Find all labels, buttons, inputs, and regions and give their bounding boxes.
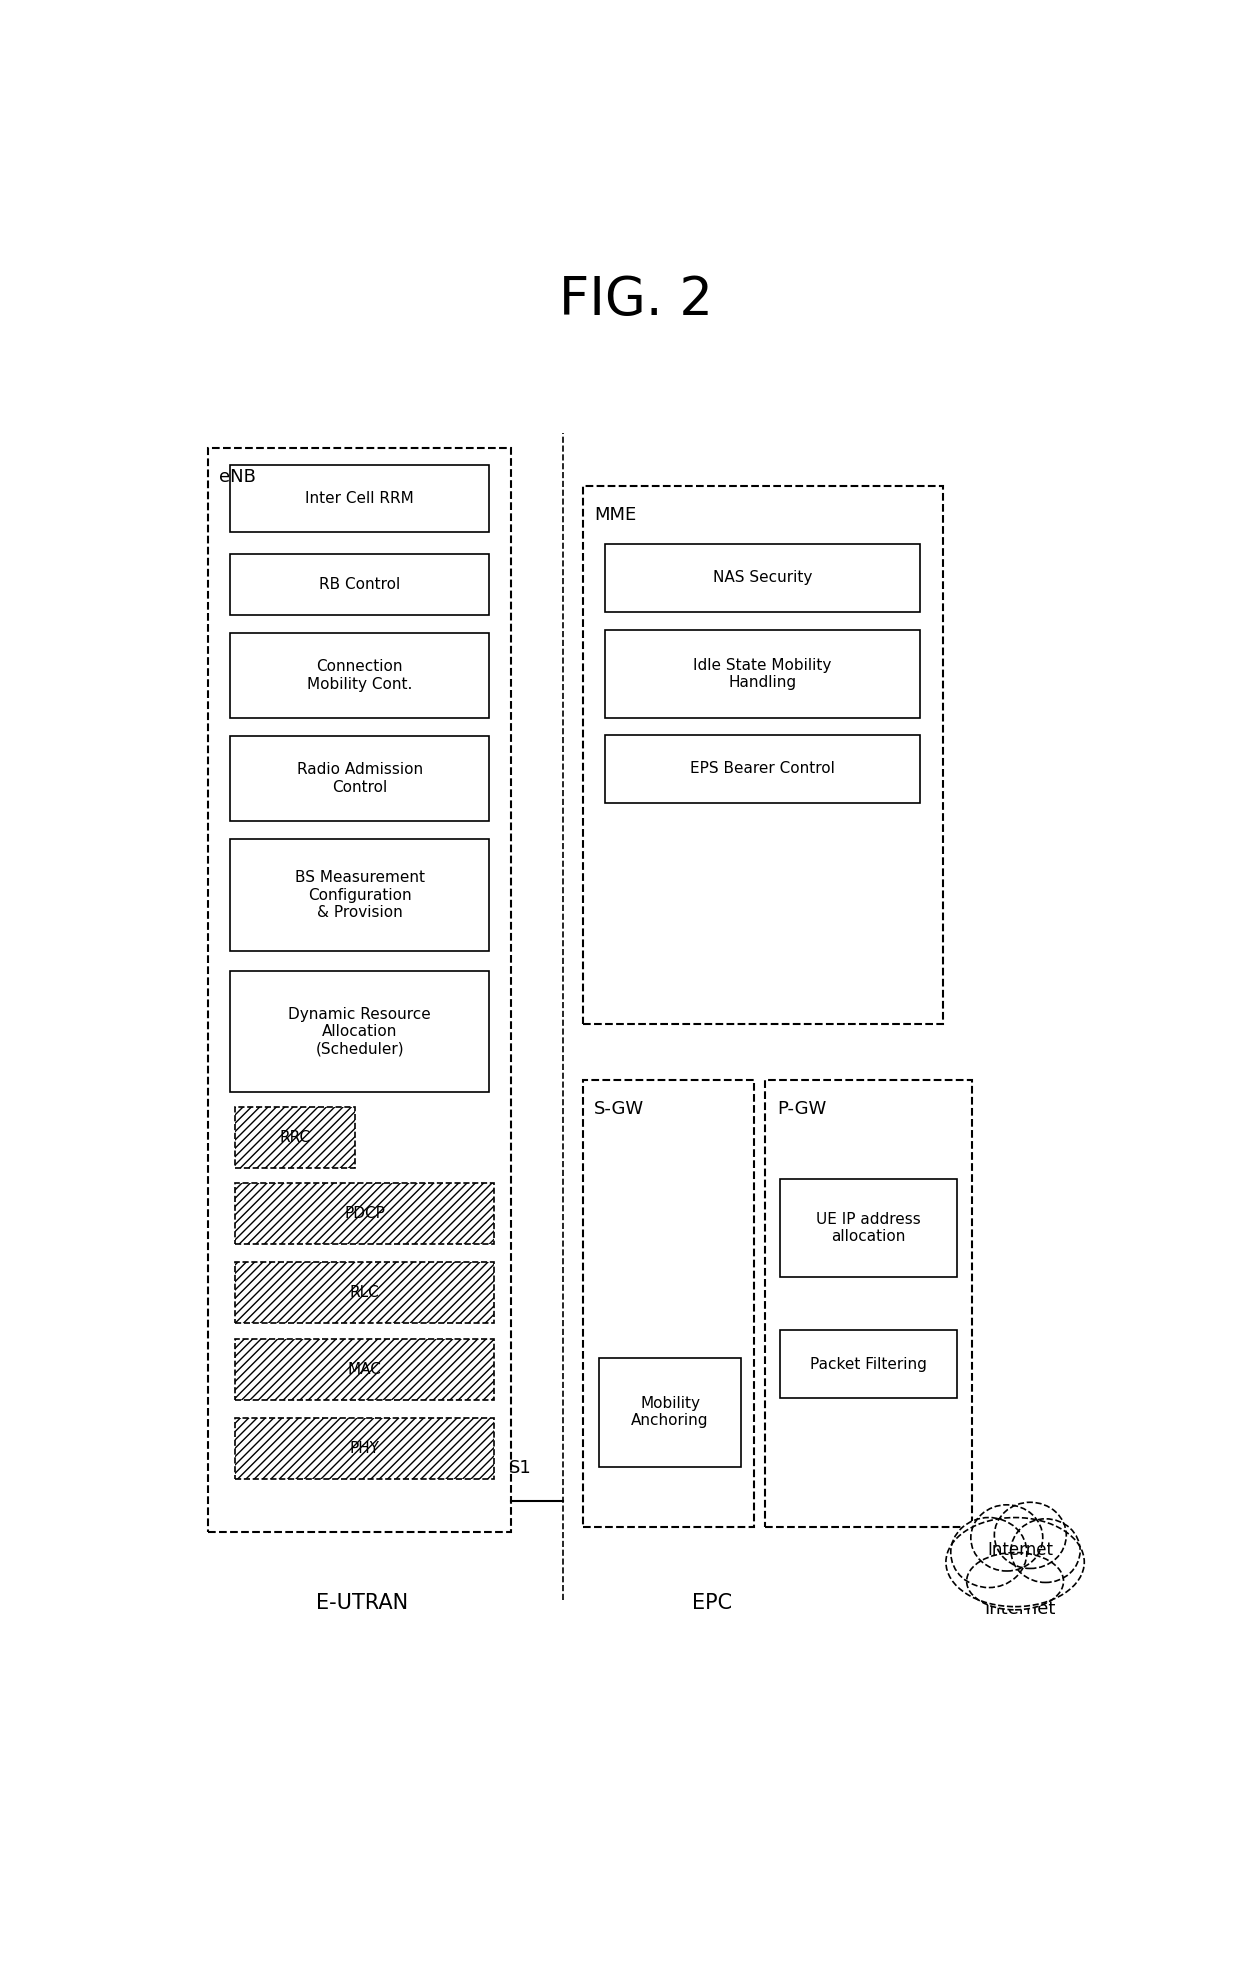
Text: EPC: EPC (692, 1592, 733, 1614)
Bar (234, 1340, 495, 1399)
Text: E-UTRAN: E-UTRAN (315, 1592, 408, 1614)
Text: MAC: MAC (347, 1362, 382, 1378)
Ellipse shape (1011, 1519, 1080, 1582)
Bar (234, 1108, 355, 1169)
Ellipse shape (946, 1517, 1084, 1606)
Bar (208, 449, 511, 1531)
Text: Packet Filtering: Packet Filtering (810, 1356, 928, 1372)
Bar (229, 555, 490, 614)
Text: Internet: Internet (985, 1600, 1055, 1618)
Text: P-GW: P-GW (776, 1100, 826, 1118)
Text: FIG. 2: FIG. 2 (558, 274, 713, 327)
Text: S1: S1 (508, 1458, 532, 1478)
Bar (605, 543, 920, 612)
Bar (234, 1340, 495, 1399)
Text: Inter Cell RRM: Inter Cell RRM (305, 490, 414, 506)
Bar (605, 630, 920, 718)
Bar (599, 1358, 742, 1466)
Bar (229, 464, 490, 531)
Bar (234, 1183, 495, 1244)
Bar (234, 1261, 495, 1322)
Ellipse shape (951, 1517, 1027, 1588)
Bar (605, 734, 920, 803)
Text: PDCP: PDCP (343, 1206, 384, 1220)
Text: EPS Bearer Control: EPS Bearer Control (689, 762, 835, 775)
Ellipse shape (971, 1506, 1043, 1570)
Bar (234, 1419, 495, 1478)
Bar (229, 838, 490, 951)
Text: RLC: RLC (350, 1285, 379, 1301)
Text: eNB: eNB (219, 468, 257, 486)
Bar (234, 1261, 495, 1322)
Ellipse shape (967, 1553, 1064, 1610)
Bar (583, 486, 942, 1023)
Text: Internet: Internet (987, 1541, 1053, 1559)
Text: Radio Admission
Control: Radio Admission Control (296, 762, 423, 795)
Bar (229, 736, 490, 821)
Text: RRC: RRC (279, 1130, 310, 1145)
Bar (780, 1179, 957, 1277)
Bar (234, 1183, 495, 1244)
Text: MME: MME (594, 506, 636, 523)
Bar (583, 1080, 754, 1527)
Ellipse shape (994, 1502, 1066, 1568)
Bar (229, 970, 490, 1092)
Text: Mobility
Anchoring: Mobility Anchoring (631, 1395, 709, 1429)
Text: PHY: PHY (350, 1441, 379, 1456)
Bar (234, 1108, 355, 1169)
Text: NAS Security: NAS Security (713, 571, 812, 584)
Text: Idle State Mobility
Handling: Idle State Mobility Handling (693, 657, 832, 691)
Bar (765, 1080, 972, 1527)
Text: S-GW: S-GW (594, 1100, 645, 1118)
Text: BS Measurement
Configuration
& Provision: BS Measurement Configuration & Provision (295, 870, 424, 921)
Text: Connection
Mobility Cont.: Connection Mobility Cont. (308, 659, 413, 693)
Text: RB Control: RB Control (319, 577, 401, 592)
Bar (234, 1419, 495, 1478)
Bar (780, 1330, 957, 1399)
Text: Dynamic Resource
Allocation
(Scheduler): Dynamic Resource Allocation (Scheduler) (289, 1008, 432, 1057)
Bar (229, 634, 490, 718)
Text: UE IP address
allocation: UE IP address allocation (816, 1212, 921, 1244)
